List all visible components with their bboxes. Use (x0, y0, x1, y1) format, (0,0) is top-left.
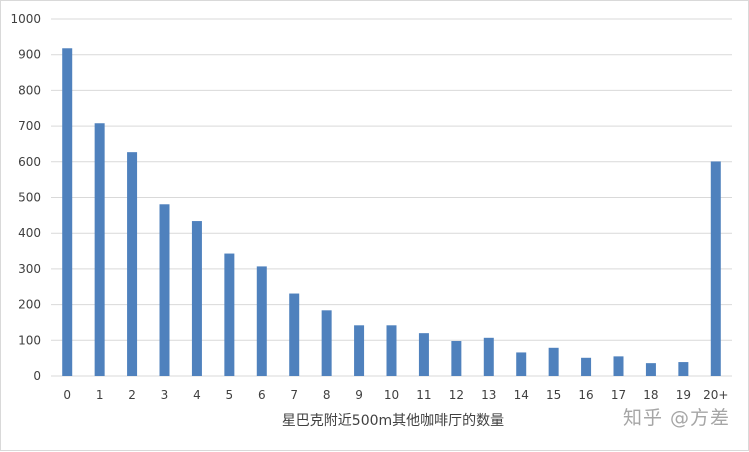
x-axis-label: 星巴克附近500m其他咖啡厅的数量 (282, 413, 504, 429)
bar-17 (613, 356, 624, 376)
bar-7 (289, 293, 300, 376)
y-tick-label: 800 (18, 83, 41, 97)
bar-19 (678, 362, 689, 376)
x-tick-label: 9 (355, 388, 363, 402)
bar-0 (62, 48, 73, 377)
bar-9 (354, 325, 365, 376)
x-tick-label: 14 (514, 388, 529, 402)
bar-12 (451, 341, 462, 376)
x-tick-label: 0 (63, 388, 71, 402)
x-tick-label: 11 (416, 388, 431, 402)
bar-3 (159, 204, 170, 376)
y-tick-label: 200 (18, 298, 41, 312)
y-tick-label: 500 (18, 191, 41, 205)
x-tick-label: 13 (481, 388, 496, 402)
bar-4 (191, 221, 202, 376)
x-tick-label: 10 (384, 388, 399, 402)
y-axis-ticks: 0 100 200 300 400 500 600 700 800 900 1000 (10, 12, 41, 383)
x-tick-label: 3 (161, 388, 169, 402)
y-tick-label: 600 (18, 155, 41, 169)
y-tick-label: 0 (33, 369, 41, 383)
y-tick-label: 300 (18, 262, 41, 276)
bar-2 (127, 152, 138, 376)
y-tick-label: 400 (18, 226, 41, 240)
x-tick-label: 19 (676, 388, 691, 402)
bar-18 (645, 363, 656, 376)
watermark-text: 知乎 @方差 (622, 407, 730, 429)
bar-16 (581, 357, 592, 376)
gridlines (51, 18, 732, 377)
bar-15 (548, 347, 559, 376)
x-tick-label: 16 (578, 388, 593, 402)
bar-6 (256, 266, 267, 376)
bars (62, 48, 721, 377)
bar-14 (516, 352, 527, 376)
x-tick-label: 4 (193, 388, 201, 402)
y-tick-label: 700 (18, 119, 41, 133)
x-tick-label: 8 (323, 388, 331, 402)
x-tick-label: 2 (128, 388, 136, 402)
bar-20+ (710, 161, 721, 376)
x-axis-ticks: 0 1 2 3 4 5 6 7 8 9 10 11 12 13 14 15 16 17 18 19 20+ (63, 388, 728, 402)
y-tick-label: 1000 (10, 12, 41, 26)
x-tick-label: 5 (226, 388, 234, 402)
bar-1 (94, 123, 105, 376)
bar-13 (483, 337, 494, 376)
y-tick-label: 100 (18, 333, 41, 347)
x-tick-label: 12 (449, 388, 464, 402)
x-tick-label: 15 (546, 388, 561, 402)
x-tick-label: 1 (96, 388, 104, 402)
x-tick-label: 17 (611, 388, 626, 402)
x-tick-label: 18 (643, 388, 658, 402)
bar-5 (224, 253, 235, 376)
x-tick-label: 20+ (703, 388, 728, 402)
x-tick-label: 6 (258, 388, 266, 402)
x-tick-label: 7 (290, 388, 298, 402)
y-tick-label: 900 (18, 48, 41, 62)
bar-8 (321, 310, 332, 376)
bar-11 (418, 333, 429, 376)
bar-10 (386, 325, 397, 376)
